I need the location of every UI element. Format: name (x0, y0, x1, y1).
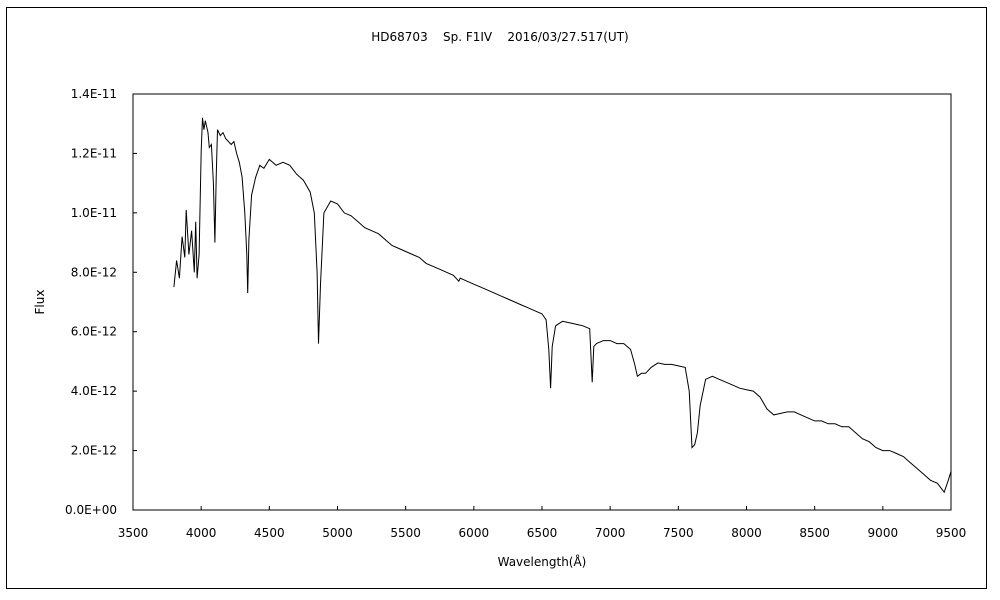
x-tick-label: 7000 (595, 526, 626, 540)
spectrum-series-line (173, 117, 952, 494)
x-tick-label: 8000 (731, 526, 762, 540)
series-group (173, 117, 952, 494)
x-tick-label: 4500 (254, 526, 285, 540)
y-axis-label: Flux (33, 290, 47, 315)
x-tick-label: 3500 (118, 526, 149, 540)
x-tick-label: 6500 (527, 526, 558, 540)
y-tick-label: 1.2E-11 (71, 146, 117, 160)
plot-area (132, 93, 952, 511)
x-tick-label: 5500 (390, 526, 421, 540)
y-axis: 0.0E+00 2.0E-12 4.0E-12 6.0E-12 8.0E-12 1.0E-… (65, 87, 137, 517)
x-tick-label: 8500 (799, 526, 830, 540)
chart-frame (6, 7, 987, 589)
x-tick-label: 7500 (663, 526, 694, 540)
y-tick-label: 0.0E+00 (65, 503, 117, 517)
x-axis: 3500 4000 4500 5000 5500 6000 6500 7000 7500 8000… (118, 506, 967, 540)
x-axis-label: Wavelength(Å) (498, 554, 587, 569)
y-tick-label: 2.0E-12 (71, 444, 117, 458)
chart-title: HD68703 Sp. F1IV 2016/03/27.517(UT) (371, 30, 628, 44)
y-tick-label: 1.4E-11 (71, 87, 117, 101)
x-tick-label: 6000 (459, 526, 490, 540)
y-tick-label: 1.0E-11 (71, 206, 117, 220)
x-tick-label: 9000 (868, 526, 899, 540)
y-tick-label: 4.0E-12 (71, 384, 117, 398)
y-tick-label: 6.0E-12 (71, 325, 117, 339)
x-tick-label: 4000 (186, 526, 217, 540)
x-tick-label: 5000 (322, 526, 353, 540)
x-tick-label: 9500 (936, 526, 967, 540)
y-tick-label: 8.0E-12 (71, 265, 117, 279)
